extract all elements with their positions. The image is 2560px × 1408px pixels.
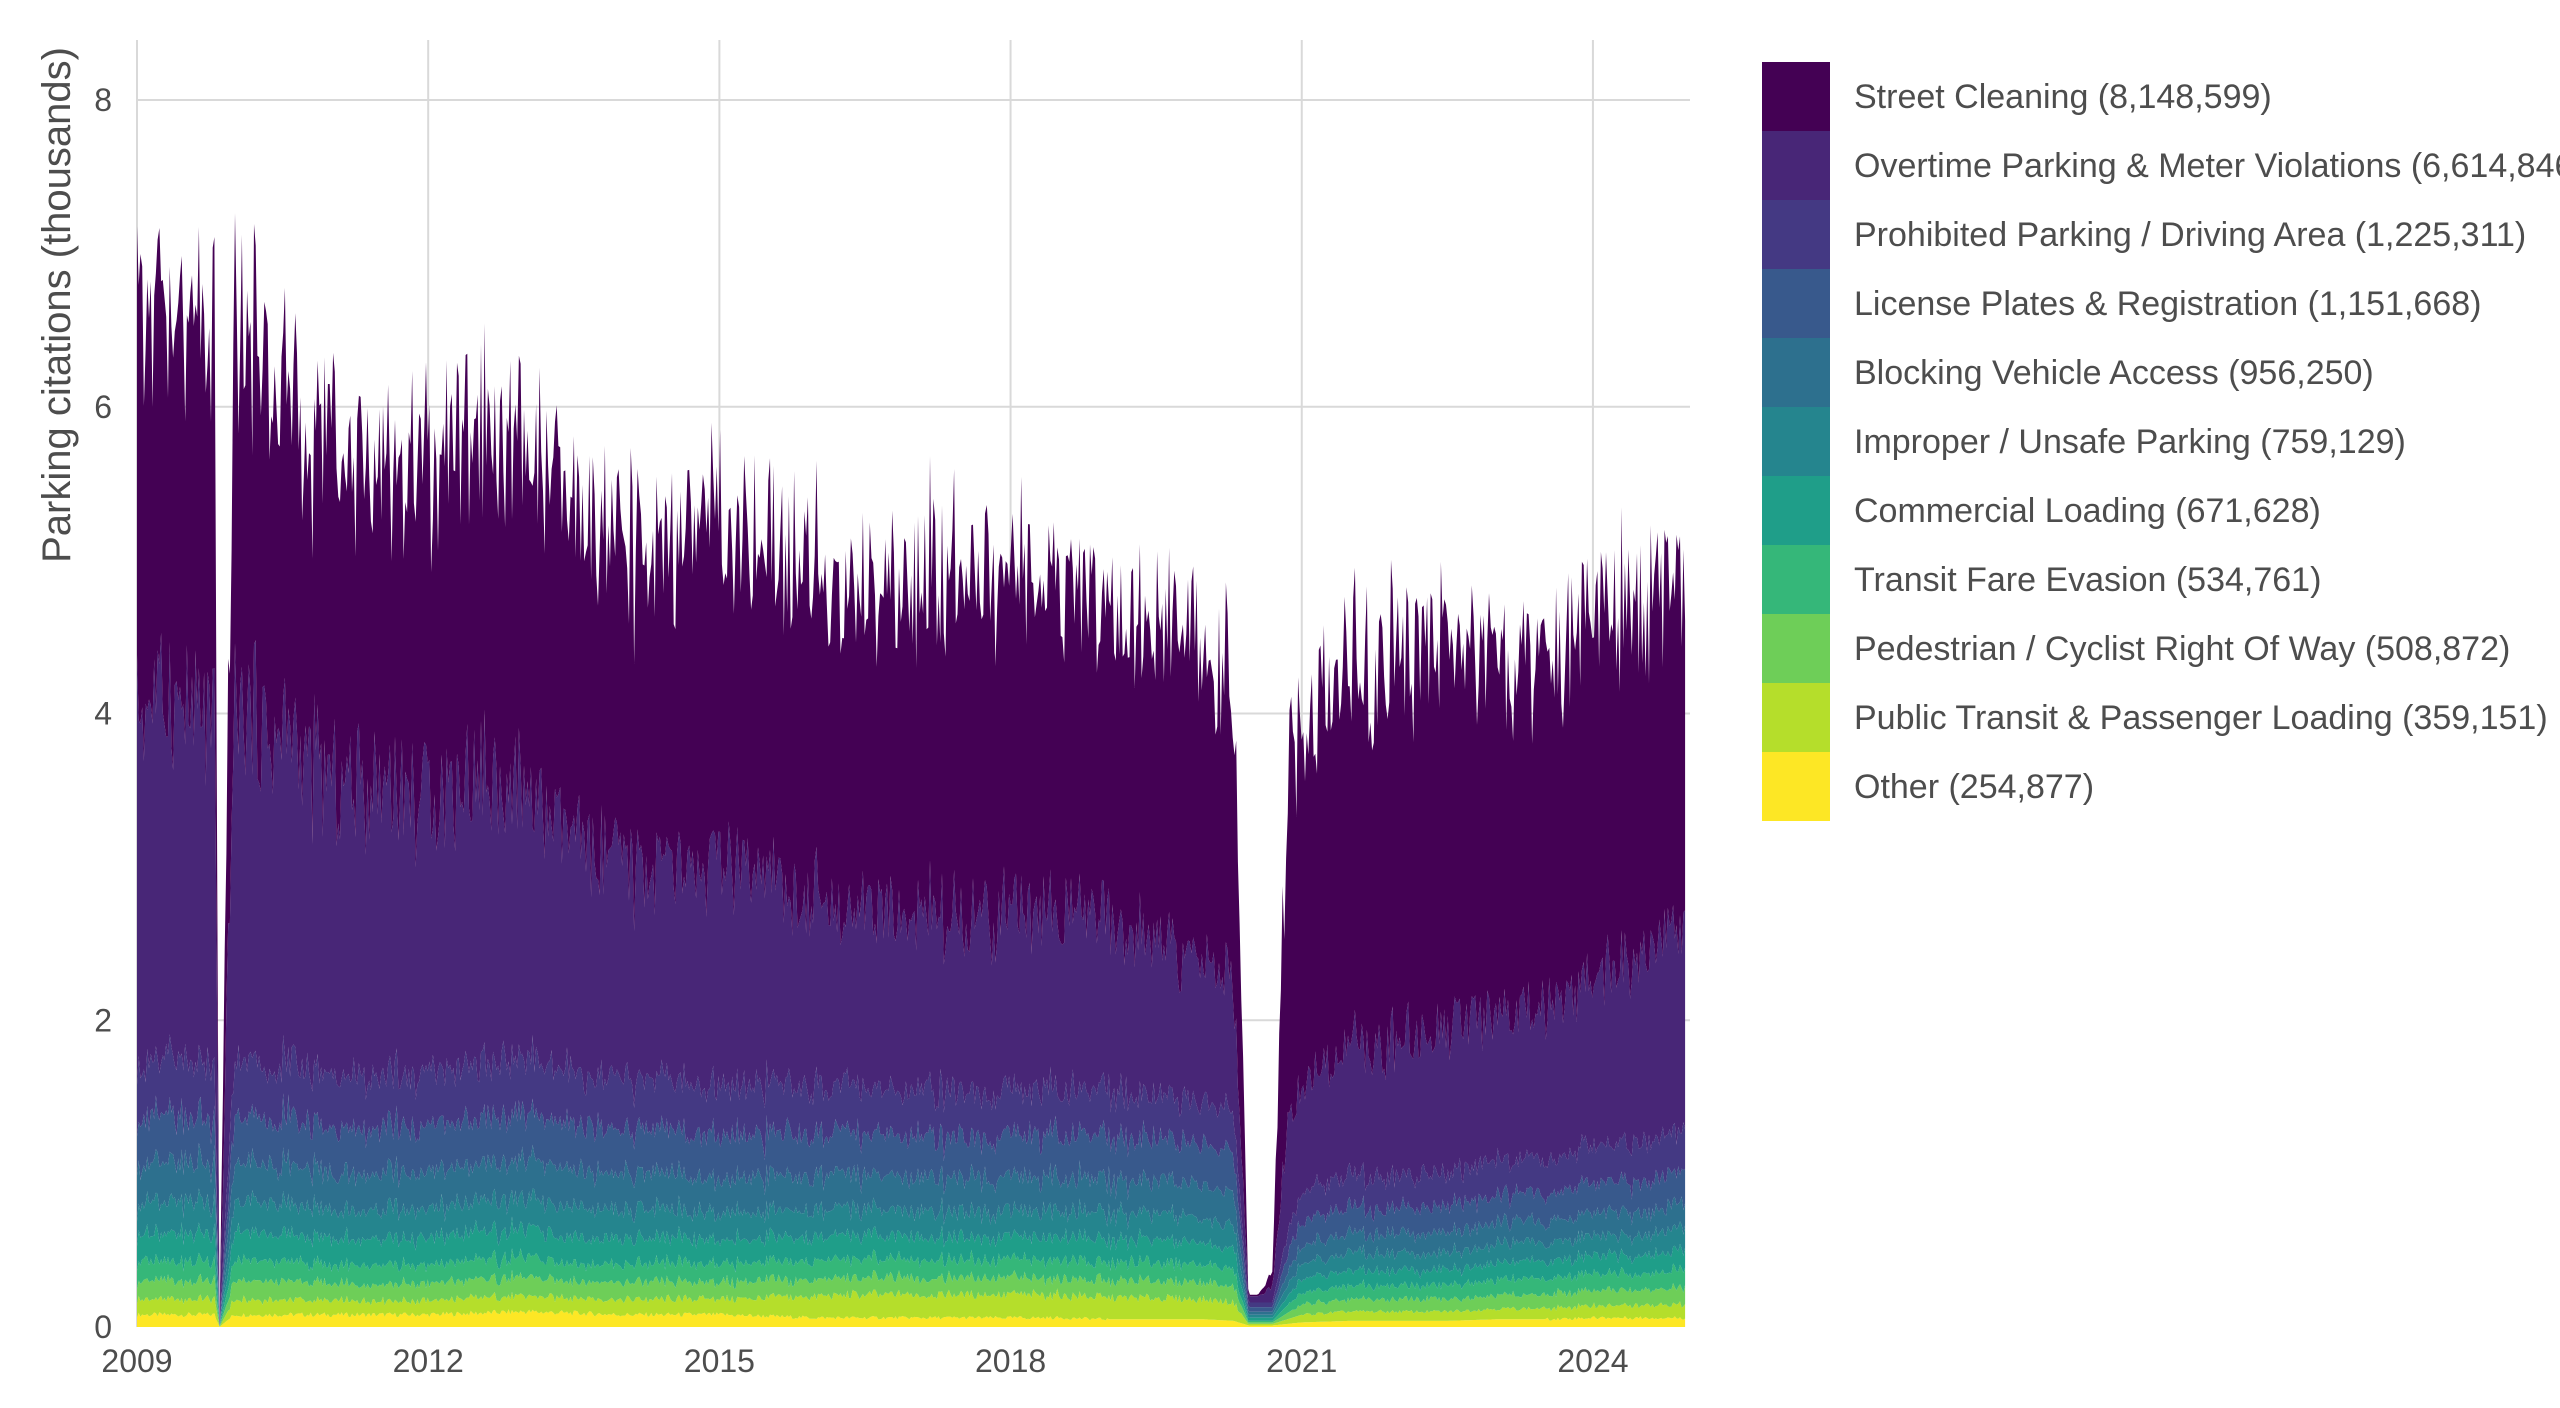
area-series-8 [137,1034,1686,1327]
x-tick-label: 2024 [1557,1343,1628,1379]
x-tick-label: 2018 [975,1343,1046,1379]
area-series-3 [137,1248,1686,1327]
area-series-2 [137,1269,1686,1327]
legend-swatch [1762,407,1830,476]
area-series-1 [137,1288,1686,1327]
area-series-7 [137,1093,1686,1327]
legend-swatch [1762,338,1830,407]
y-tick-label: 8 [94,82,112,118]
legend-swatch [1762,683,1830,752]
y-tick-label: 2 [94,1002,112,1038]
legend-swatch [1762,752,1830,821]
legend-swatch [1762,131,1830,200]
axis-ticks: 2009 2012 2015 2018 2021 2024 0 2 4 6 8 [94,82,1628,1379]
x-tick-label: 2015 [684,1343,755,1379]
area-series-group [137,213,1686,1327]
y-tick-label: 6 [94,389,112,425]
area-series-6 [137,1143,1686,1327]
legend-label: Overtime Parking & Meter Violations (6,6… [1854,147,2560,185]
legend-label: Street Cleaning (8,148,599) [1854,78,2272,116]
legend-swatch [1762,545,1830,614]
legend-label: Prohibited Parking / Driving Area (1,225… [1854,216,2527,254]
legend-swatch [1762,614,1830,683]
legend-label: Pedestrian / Cyclist Right Of Way (508,8… [1854,630,2511,668]
legend-label: Other (254,877) [1854,768,2095,806]
area-series-10 [137,213,1686,1325]
area-series-9 [137,632,1686,1326]
x-tick-label: 2021 [1266,1343,1337,1379]
x-tick-label: 2009 [101,1343,172,1379]
legend-label: Blocking Vehicle Access (956,250) [1854,354,2374,392]
legend-swatch [1762,476,1830,545]
legend-label: Transit Fare Evasion (534,761) [1854,561,2322,599]
legend-label: Commercial Loading (671,628) [1854,492,2321,530]
legend-label: License Plates & Registration (1,151,668… [1854,285,2482,323]
area-series-5 [137,1187,1686,1327]
legend-label: Public Transit & Passenger Loading (359,… [1854,699,2548,737]
area-series-4 [137,1216,1686,1327]
legend-swatch [1762,62,1830,131]
y-tick-label: 4 [94,696,112,732]
legend-label: Improper / Unsafe Parking (759,129) [1854,423,2406,461]
legend-swatch [1762,200,1830,269]
area-series-0 [137,1309,1686,1327]
x-tick-label: 2012 [393,1343,464,1379]
y-axis-title: Parking citations (thousands) [35,47,79,563]
legend-swatch [1762,269,1830,338]
y-tick-label: 0 [94,1309,112,1345]
